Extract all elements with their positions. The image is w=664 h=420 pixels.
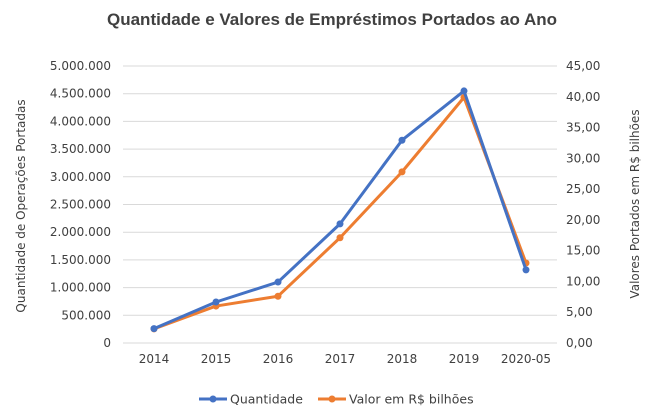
left-tick-label: 4.500.000 (50, 87, 111, 101)
data-point-quantidade (274, 278, 282, 286)
right-tick-label: 25,00 (566, 182, 600, 196)
legend-label-quantidade: Quantidade (230, 392, 303, 407)
left-tick-label: 2.500.000 (50, 198, 111, 212)
right-tick-label: 30,00 (566, 151, 600, 165)
series-line-valor (152, 95, 528, 331)
data-point-valor (398, 168, 406, 176)
left-tick-label: 5.000.000 (50, 59, 111, 73)
x-tick-label: 2015 (201, 352, 232, 366)
left-axis-title: Quantidade de Operações Portadas (14, 99, 28, 312)
data-point-quantidade (522, 266, 530, 274)
legend-label-valor: Valor em R$ bilhões (349, 392, 474, 407)
right-tick-label: 35,00 (566, 121, 600, 135)
left-tick-label: 2.000.000 (50, 225, 111, 239)
right-tick-label: 40,00 (566, 90, 600, 104)
data-point-quantidade (398, 136, 406, 144)
left-tick-label: 0 (103, 336, 111, 350)
x-tick-label: 2016 (263, 352, 294, 366)
left-tick-label: 500.000 (61, 308, 111, 322)
right-tick-label: 0,00 (566, 336, 593, 350)
right-tick-label: 45,00 (566, 59, 600, 73)
legend-marker-quantidade (209, 395, 217, 403)
chart-title: Quantidade e Valores de Empréstimos Port… (107, 10, 557, 29)
right-tick-label: 20,00 (566, 213, 600, 227)
legend: Quantidade Valor em R$ bilhões (199, 392, 474, 407)
data-point-valor (274, 292, 282, 300)
right-axis-ticks: 0,00 5,00 10,00 15,00 20,00 25,00 30,00 35,00 40… (566, 59, 600, 350)
x-tick-label: 2019 (449, 352, 480, 366)
right-axis-title: Valores Portados em R$ bilhões (628, 109, 642, 298)
series-line-quantidade (152, 89, 528, 331)
x-tick-label: 2017 (325, 352, 356, 366)
gridlines (123, 65, 557, 344)
left-tick-label: 1.500.000 (50, 253, 111, 267)
data-point-quantidade (336, 220, 344, 228)
left-tick-label: 3.500.000 (50, 142, 111, 156)
x-tick-label: 2020-05 (501, 352, 551, 366)
data-point-quantidade (150, 325, 158, 333)
data-point-quantidade (460, 87, 468, 95)
x-tick-label: 2018 (387, 352, 418, 366)
x-tick-label: 2014 (139, 352, 170, 366)
left-tick-label: 4.000.000 (50, 114, 111, 128)
series-layer (150, 87, 530, 333)
x-axis-ticks: 2014 2015 2016 2017 2018 2019 2020-05 (139, 352, 551, 366)
data-point-valor (336, 234, 344, 242)
right-tick-label: 15,00 (566, 244, 600, 258)
right-tick-label: 10,00 (566, 274, 600, 288)
data-point-quantidade (212, 298, 220, 306)
left-tick-label: 1.000.000 (50, 281, 111, 295)
left-axis-ticks: 0 500.000 1.000.000 1.500.000 2.000.000 2.500… (50, 59, 111, 350)
left-tick-label: 3.000.000 (50, 170, 111, 184)
legend-marker-valor (328, 395, 336, 403)
right-tick-label: 5,00 (566, 305, 593, 319)
